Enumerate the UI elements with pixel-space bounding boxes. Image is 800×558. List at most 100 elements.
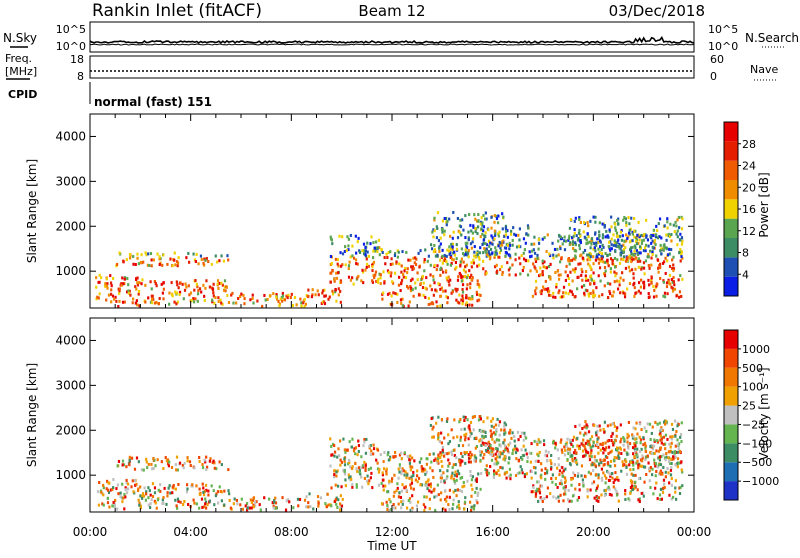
data-cell [609,459,613,463]
data-cell [664,422,667,426]
data-cell [493,440,496,444]
data-cell [195,484,198,488]
data-cell [398,262,401,266]
data-cell [367,254,371,258]
data-cell [598,258,601,262]
data-cell [585,450,588,454]
data-cell [404,276,408,280]
data-cell [490,226,493,230]
data-cell [490,453,494,457]
data-cell [158,257,161,261]
data-cell [572,234,575,238]
data-cell [482,435,485,439]
data-cell [451,236,454,240]
data-cell [456,287,459,291]
data-cell [459,438,462,442]
data-cell [311,288,314,292]
data-cell [547,450,550,454]
data-cell [583,454,586,458]
data-cell [608,246,611,250]
data-cell [450,474,453,478]
noise-search-trace [89,43,695,46]
data-cell [100,276,103,280]
data-cell [403,451,406,455]
data-cell [274,506,277,510]
data-cell [207,489,210,493]
data-cell [106,501,110,505]
data-cell [487,471,490,475]
data-cell [511,263,514,267]
data-cell [291,303,295,307]
data-cell [520,431,523,435]
data-cell [589,219,592,223]
data-cell [660,497,664,501]
data-cell [505,229,508,233]
data-cell [558,482,562,486]
data-cell [534,292,537,296]
data-cell [423,509,426,513]
data-cell [141,494,144,498]
data-cell [381,473,385,477]
data-cell [487,239,491,243]
data-cell [177,256,180,260]
data-cell [207,493,210,497]
data-cell [415,257,418,261]
data-cell [450,428,453,432]
data-cell [424,505,427,509]
data-cell [615,231,619,235]
data-cell [425,287,428,291]
data-cell [367,467,370,471]
data-cell [518,256,521,260]
data-cell [393,506,396,510]
data-cell [435,289,438,293]
data-cell [497,255,500,259]
data-cell [623,239,626,243]
data-cell [349,233,352,237]
data-cell [476,225,480,229]
data-cell [485,471,488,475]
data-cell [449,251,452,255]
data-cell [481,242,484,246]
data-cell [432,228,435,232]
data-cell [550,477,553,481]
data-cell [179,281,182,285]
data-cell [568,259,571,263]
data-cell [676,465,679,469]
data-cell [627,443,630,447]
data-cell [610,243,613,247]
data-cell [97,503,101,507]
data-cell [284,508,288,512]
data-cell [572,451,576,455]
data-cell [556,485,559,489]
data-cell [584,447,587,451]
data-cell [430,460,433,464]
data-cell [633,281,636,285]
data-cell [661,472,664,476]
data-cell [597,473,600,477]
data-cell [673,419,677,423]
data-cell [400,301,403,305]
data-cell [644,249,647,253]
data-cell [490,458,494,462]
data-cell [540,484,544,488]
data-cell [478,439,481,443]
data-cell [598,230,601,234]
data-cell [633,447,636,451]
data-cell [571,459,574,463]
data-cell [444,497,447,501]
data-cell [603,447,606,451]
data-cell [677,215,680,219]
data-cell [337,293,340,297]
data-cell [429,273,432,277]
data-cell [461,294,464,298]
data-cell [650,241,653,245]
data-cell [617,499,620,503]
velocity-ylabel: Slant Range [km] [25,363,39,467]
data-cell [526,224,530,228]
data-cell [478,257,481,261]
data-cell [658,458,661,462]
data-cell [387,508,391,512]
data-cell [506,447,509,451]
data-cell [259,508,262,512]
data-cell [588,240,591,244]
